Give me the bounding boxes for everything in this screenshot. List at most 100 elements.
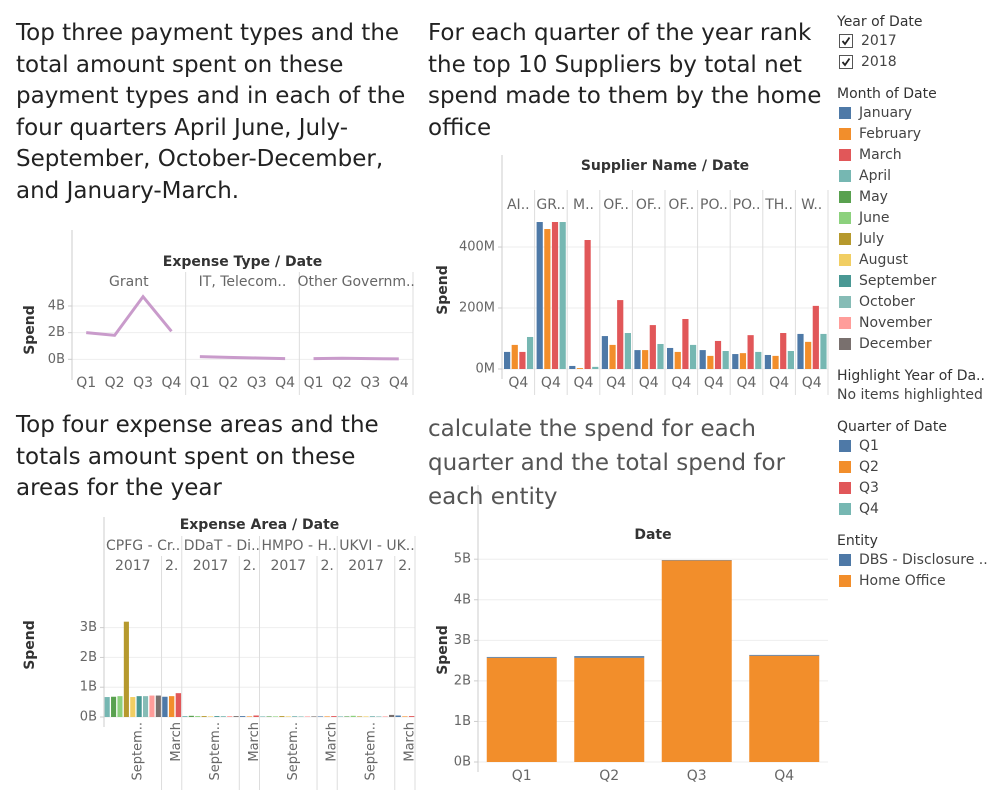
legend-item: August <box>837 249 997 270</box>
chart-title: Top four expense areas and the totals am… <box>16 412 379 501</box>
legend-label: September <box>859 272 937 289</box>
bar <box>311 716 317 717</box>
bar <box>350 715 356 717</box>
bar <box>155 695 161 717</box>
chart-header: Expense Type / Date <box>163 254 322 270</box>
legend-swatch <box>839 253 851 266</box>
bar <box>402 716 408 717</box>
check <box>841 57 851 66</box>
y-tick-label: 2B <box>454 673 471 688</box>
legend-label: December <box>859 335 932 352</box>
bar <box>787 351 794 369</box>
panel-label: DDaT - Di.. <box>184 538 260 554</box>
legend-item: March <box>837 144 997 165</box>
bar <box>389 714 395 717</box>
panel-label: M.. <box>573 197 594 213</box>
bar-segment <box>749 655 820 762</box>
y-axis-label: Spend <box>22 305 38 355</box>
bar <box>544 229 551 369</box>
x-tick-label: Q4 <box>161 375 181 391</box>
legend-label: DBS - Disclosure .. <box>859 551 988 568</box>
bar <box>195 716 201 717</box>
bar <box>130 697 136 717</box>
panel-label: TH.. <box>764 197 793 213</box>
legend-label: Q4 <box>859 500 879 517</box>
bar <box>504 351 511 369</box>
x-tick-label: Septem.. <box>208 722 223 781</box>
legend-swatch <box>839 274 851 287</box>
bar <box>292 716 298 717</box>
bar <box>714 340 722 369</box>
x-tick-label: Q2 <box>332 375 352 391</box>
legend-item: November <box>837 312 997 333</box>
bar <box>168 696 175 717</box>
bar <box>239 716 246 717</box>
legend-label: January <box>859 104 913 121</box>
filter-item[interactable]: 2017 <box>837 30 997 51</box>
legend-label: November <box>859 314 932 331</box>
bar <box>657 343 664 369</box>
y-tick-label: 400M <box>459 240 495 255</box>
bar <box>214 716 220 717</box>
bar <box>304 716 311 717</box>
legend-label: August <box>859 251 908 268</box>
checkbox[interactable] <box>839 54 853 69</box>
panel-label: OF.. <box>603 197 629 213</box>
bar <box>162 696 168 717</box>
x-tick-label: Q4 <box>769 375 789 391</box>
bar <box>233 716 239 717</box>
legend-item: Q1 <box>837 435 997 456</box>
x-tick-label: Q3 <box>360 375 380 391</box>
y-tick-label: 1B <box>80 680 97 695</box>
legend-item: Home Office <box>837 570 997 591</box>
legend-label: May <box>859 188 888 205</box>
x-tick-label: Q4 <box>275 375 295 391</box>
x-tick-label: Q2 <box>599 768 619 784</box>
line <box>199 355 286 361</box>
bar <box>201 716 207 717</box>
year-label: 2017 <box>270 558 306 574</box>
legend-label: Q2 <box>859 458 879 475</box>
bar <box>175 693 182 717</box>
filter-label[interactable]: 2017 <box>861 32 897 49</box>
bar <box>674 351 681 369</box>
bar <box>699 350 706 369</box>
bar <box>363 716 369 717</box>
bar <box>376 716 382 717</box>
bar <box>260 716 266 717</box>
bar <box>220 716 226 717</box>
legend-swatch <box>839 148 851 161</box>
bar <box>111 696 117 717</box>
bar <box>317 716 324 717</box>
y-tick-label: 3B <box>80 620 97 635</box>
filter-item[interactable]: 2018 <box>837 51 997 72</box>
legend-label: Q3 <box>859 479 879 496</box>
filter-label[interactable]: 2018 <box>861 53 897 70</box>
legend-swatch <box>839 211 851 224</box>
bar <box>104 697 110 717</box>
bar <box>227 716 233 717</box>
panel-label: CPFG - Cr.. <box>106 538 180 554</box>
x-tick-label: Q4 <box>606 375 626 391</box>
legend-item: October <box>837 291 997 312</box>
y-tick-label: 5B <box>454 552 471 567</box>
x-tick-label: March <box>325 722 340 762</box>
legend-label: March <box>859 146 902 163</box>
bar <box>755 351 762 369</box>
line <box>313 356 399 361</box>
x-tick-label: Q4 <box>774 768 794 784</box>
checkbox[interactable] <box>839 33 853 48</box>
bar <box>551 222 559 369</box>
bar <box>519 351 526 369</box>
chart-header: Date <box>634 527 671 543</box>
bar <box>732 354 739 369</box>
bar <box>797 333 804 369</box>
bar <box>279 716 285 717</box>
bar <box>722 351 729 369</box>
legend-swatch <box>839 295 851 308</box>
legend-swatch <box>839 190 851 203</box>
bar <box>576 368 584 369</box>
x-tick-label: Q4 <box>704 375 724 391</box>
legend-title: Month of Date <box>837 86 937 102</box>
legend-swatch <box>839 232 851 245</box>
